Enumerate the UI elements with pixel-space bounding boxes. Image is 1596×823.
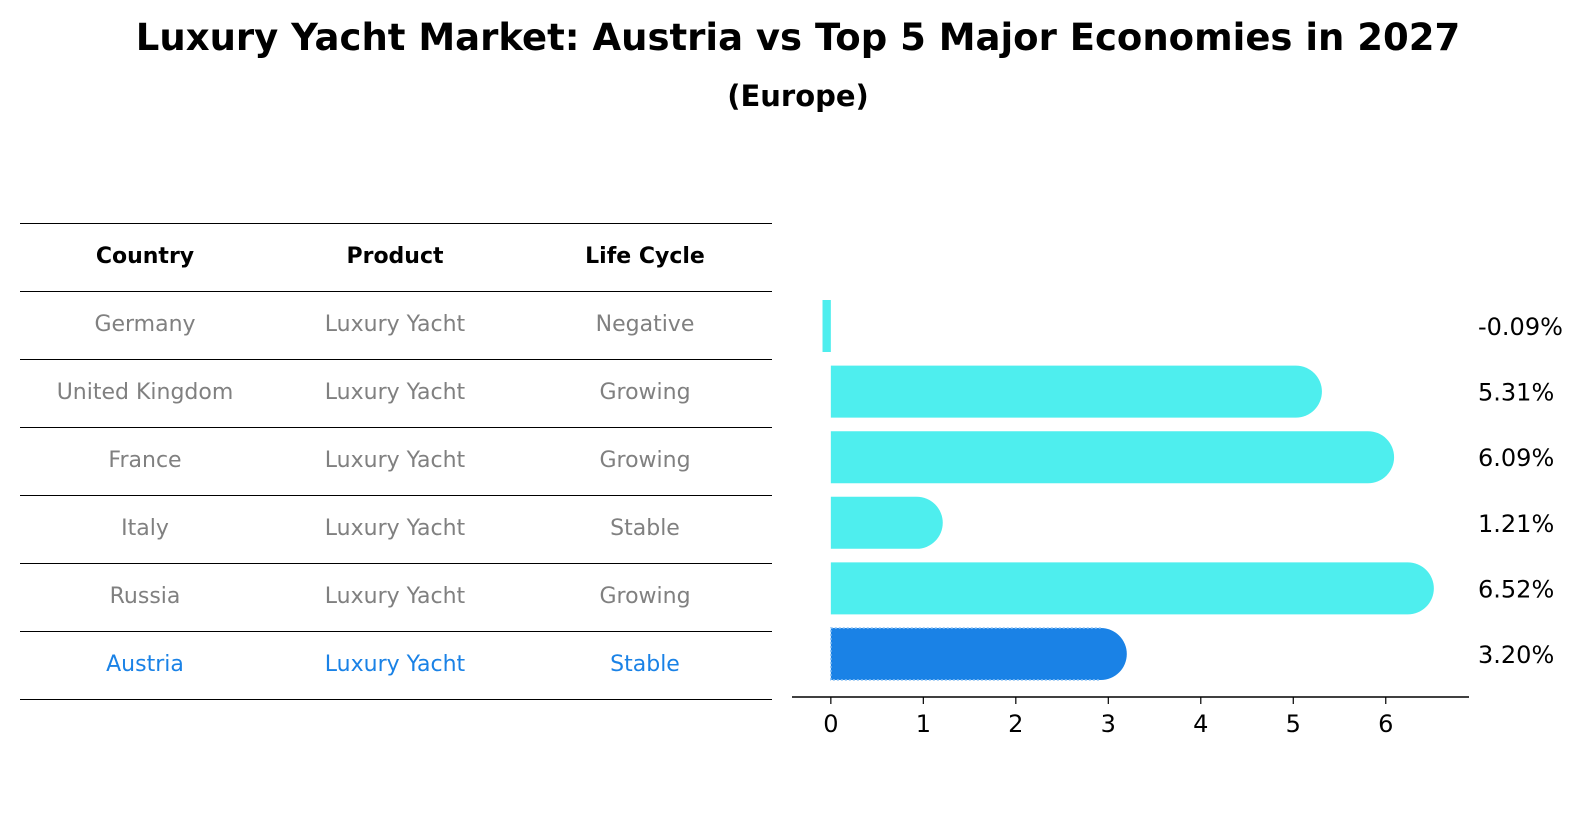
cell-life-cycle: Negative xyxy=(595,312,695,337)
cell-product: Luxury Yacht xyxy=(324,584,466,609)
x-tick-label: 6 xyxy=(1378,710,1393,738)
cell-life-cycle: Growing xyxy=(599,584,691,609)
table-row: Germany Luxury Yacht Negative xyxy=(20,291,772,359)
header-life-cycle: Life Cycle xyxy=(585,244,705,269)
cell-product: Luxury Yacht xyxy=(324,312,466,337)
x-tick-label: 1 xyxy=(916,710,931,738)
header-product: Product xyxy=(346,244,444,269)
chart-title: Luxury Yacht Market: Austria vs Top 5 Ma… xyxy=(135,16,1461,59)
table-row: Russia Luxury Yacht Growing xyxy=(20,563,772,631)
bars-layer xyxy=(822,300,1434,681)
x-tick-label: 2 xyxy=(1008,710,1023,738)
x-tick-label: 5 xyxy=(1286,710,1301,738)
value-labels-layer: -0.09% 5.31% 6.09% 1.21% 6.52% 3.20% xyxy=(1478,313,1563,669)
value-label-russia: 6.52% xyxy=(1478,575,1554,603)
value-label-germany: -0.09% xyxy=(1478,313,1563,341)
cell-product: Luxury Yacht xyxy=(324,448,466,473)
country-table: Country Product Life Cycle Germany Luxur… xyxy=(20,223,772,700)
cell-life-cycle: Stable xyxy=(610,652,680,677)
x-tick-label: 3 xyxy=(1101,710,1116,738)
bar-austria xyxy=(830,628,1127,680)
cell-country: United Kingdom xyxy=(56,380,234,405)
table-row: Italy Luxury Yacht Stable xyxy=(20,495,772,563)
bar-united-kingdom xyxy=(830,365,1322,418)
table-header: Country Product Life Cycle xyxy=(20,223,772,291)
x-tick-label: 0 xyxy=(823,710,838,738)
cell-life-cycle: Growing xyxy=(599,380,691,405)
table-row-highlight: Austria Luxury Yacht Stable xyxy=(20,631,772,700)
x-tick-label: 4 xyxy=(1193,710,1208,738)
cell-country: France xyxy=(108,448,182,473)
cell-life-cycle: Stable xyxy=(610,516,680,541)
cell-country: Germany xyxy=(94,312,196,337)
table-row: France Luxury Yacht Growing xyxy=(20,427,772,495)
table-header-row: Country Product Life Cycle xyxy=(20,223,772,291)
bar-italy xyxy=(830,496,943,549)
x-axis: 0 1 2 3 4 5 6 xyxy=(792,696,1469,738)
bar-germany xyxy=(822,300,831,352)
cell-product: Luxury Yacht xyxy=(324,380,466,405)
bar-france xyxy=(830,431,1395,484)
cell-country: Austria xyxy=(106,652,184,677)
cell-country: Russia xyxy=(109,584,181,609)
cell-country: Italy xyxy=(121,516,169,541)
table-body: Germany Luxury Yacht Negative United Kin… xyxy=(20,291,772,700)
value-label-france: 6.09% xyxy=(1478,444,1554,472)
bar-highlight-outline xyxy=(830,627,1101,681)
table-row: United Kingdom Luxury Yacht Growing xyxy=(20,359,772,427)
cell-product: Luxury Yacht xyxy=(324,652,466,677)
value-label-united-kingdom: 5.31% xyxy=(1478,379,1554,407)
bar-russia xyxy=(830,562,1434,615)
header-country: Country xyxy=(95,244,195,269)
chart-subtitle: (Europe) xyxy=(727,79,869,113)
cell-life-cycle: Growing xyxy=(599,448,691,473)
value-label-austria: 3.20% xyxy=(1478,641,1554,669)
value-label-italy: 1.21% xyxy=(1478,510,1554,538)
cell-product: Luxury Yacht xyxy=(324,516,466,541)
